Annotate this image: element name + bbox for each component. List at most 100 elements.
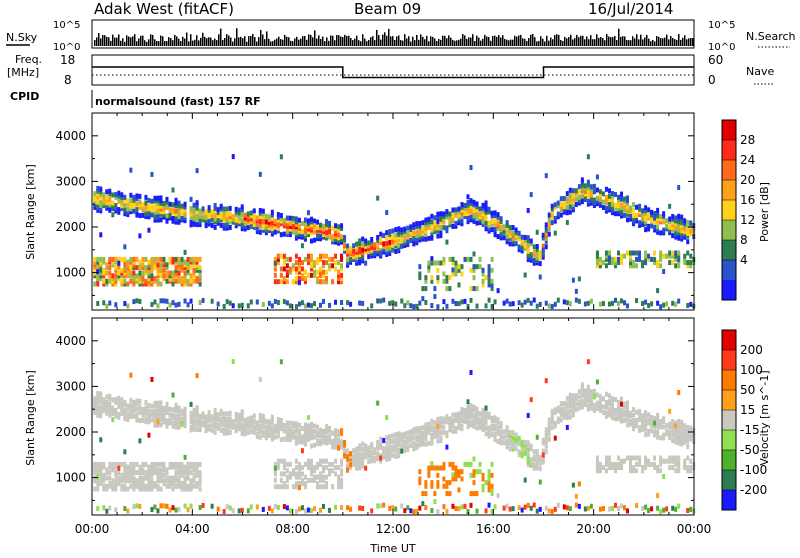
velocity-cell: [478, 425, 482, 431]
power-cell: [538, 274, 542, 280]
power-cell: [493, 226, 497, 232]
velocity-cell: [505, 433, 509, 439]
power-cell: [171, 218, 175, 224]
power-cell: [180, 278, 184, 284]
nsky-bar: [446, 38, 448, 46]
velocity-cell: [108, 404, 112, 410]
power-cell: [129, 209, 133, 215]
power-cell: [120, 281, 124, 287]
velocity-cell: [514, 432, 518, 438]
power-cell: [436, 267, 440, 273]
power-cell: [644, 256, 648, 262]
velocity-cell: [683, 458, 687, 464]
power-cell: [472, 275, 476, 281]
velocity-cell: [222, 416, 226, 422]
power-cell: [141, 276, 145, 282]
power-cell: [553, 202, 557, 208]
velocity-cell: [397, 434, 401, 440]
velocity-cell: [306, 507, 310, 513]
power-cell: [255, 215, 259, 221]
velocity-cell: [279, 458, 283, 464]
power-cell: [334, 260, 338, 266]
velocity-cell: [337, 437, 341, 443]
power-cell: [598, 202, 602, 208]
velocity-cell: [469, 491, 473, 497]
power-cell: [159, 203, 163, 209]
nsky-bar: [218, 34, 220, 46]
power-cell: [108, 300, 112, 306]
nsky-bar: [508, 40, 510, 46]
velocity-cell: [544, 432, 548, 438]
velocity-cell: [644, 415, 648, 421]
velocity-cell: [562, 401, 566, 407]
power-cell: [629, 263, 633, 269]
velocity-cell: [270, 425, 274, 431]
nsky-bar: [426, 35, 428, 46]
power-cell: [147, 278, 151, 284]
velocity-cell: [641, 413, 645, 419]
power-cell: [460, 264, 464, 270]
velocity-cell: [159, 414, 163, 420]
power-cell: [677, 263, 681, 269]
velocity-cell: [147, 470, 151, 476]
power-cell: [144, 270, 148, 276]
velocity-cell: [319, 507, 323, 513]
power-cell: [538, 250, 542, 256]
velocity-cell: [424, 480, 428, 486]
power-cell: [249, 218, 253, 224]
velocity-cell: [153, 461, 157, 467]
nsky-bar: [350, 38, 352, 46]
velocity-cell: [319, 441, 323, 447]
power-cell: [213, 203, 217, 209]
velocity-cell: [647, 428, 651, 434]
velocity-cell: [120, 483, 124, 489]
velocity-cell: [102, 397, 106, 403]
power-cell: [285, 269, 289, 275]
velocity-cell: [144, 416, 148, 422]
power-cell: [141, 256, 145, 262]
velocity-cell: [249, 415, 253, 421]
nsky-bar: [376, 29, 378, 46]
velocity-cell: [328, 507, 332, 513]
nsky-bar: [618, 28, 620, 46]
velocity-cell: [616, 405, 620, 411]
velocity-cell: [607, 401, 611, 407]
power-cell: [99, 232, 103, 238]
power-cell: [168, 215, 172, 221]
velocity-cell: [466, 405, 470, 411]
power-cell: [291, 266, 295, 272]
colorbar-swatch: [722, 280, 736, 300]
power-cell: [288, 215, 292, 221]
power-cell: [93, 281, 97, 287]
power-cell: [153, 195, 157, 201]
power-cell: [294, 266, 298, 272]
velocity-cell: [415, 428, 419, 434]
power-cell: [303, 269, 307, 275]
nsky-bar: [540, 36, 542, 46]
velocity-cell: [147, 486, 151, 492]
power-cell: [105, 262, 109, 268]
power-cell: [568, 195, 572, 201]
power-cell: [514, 227, 518, 233]
velocity-cell: [144, 461, 148, 467]
velocity-cell: [635, 503, 639, 509]
power-cell: [607, 260, 611, 266]
power-cell: [162, 276, 166, 282]
velocity-ylabel: Slant Range [km]: [24, 370, 37, 466]
power-cell: [96, 205, 100, 211]
velocity-cell: [114, 461, 118, 467]
power-cell: [309, 230, 313, 236]
velocity-cell: [415, 426, 419, 432]
velocity-cell: [484, 431, 488, 437]
power-cell: [165, 265, 169, 271]
nsky-bar: [650, 41, 652, 46]
nsky-bar: [188, 41, 190, 46]
velocity-cell: [668, 421, 672, 427]
velocity-cell: [189, 413, 193, 419]
power-cell: [162, 211, 166, 217]
velocity-cell: [183, 481, 187, 487]
velocity-cell: [126, 417, 130, 423]
velocity-cell: [517, 441, 521, 447]
nsky-bar: [290, 40, 292, 46]
